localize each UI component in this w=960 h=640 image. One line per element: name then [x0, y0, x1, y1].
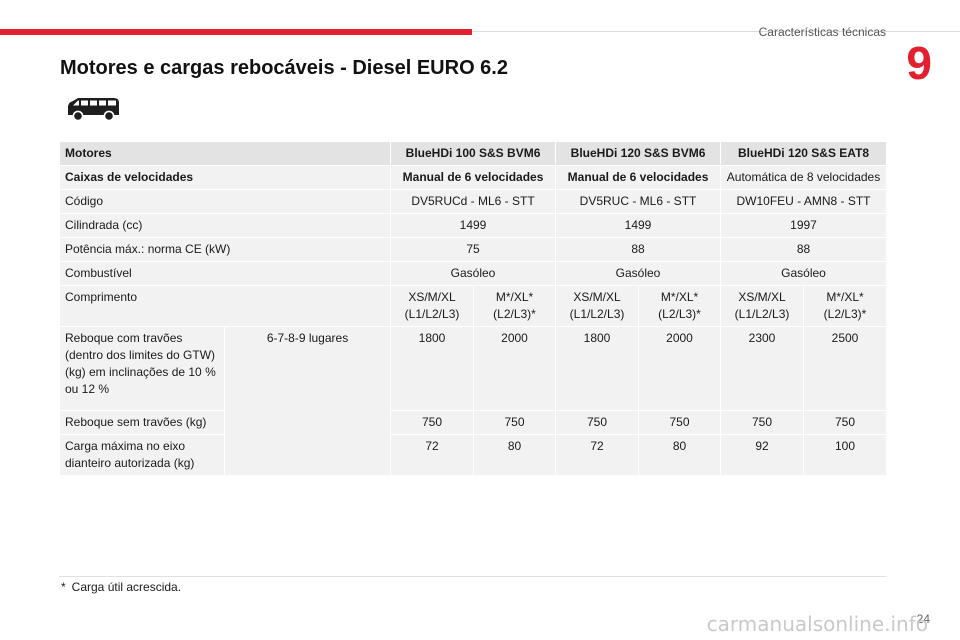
axle-load-value: 92 [720, 434, 805, 476]
chapter-number: 9 [906, 37, 932, 89]
code-value: DV5RUC - ML6 - STT [555, 189, 722, 214]
unbraked-value: 750 [720, 410, 805, 435]
table-row-fuel: Combustível Gasóleo Gasóleo Gasóleo [58, 261, 888, 286]
seats-label: 6-7-8-9 lugares [223, 326, 392, 476]
gearbox-value: Manual de 6 velocidades [555, 165, 722, 190]
length-value: M*/XL* (L2/L3)* [638, 285, 722, 327]
page-title: Motores e cargas rebocáveis - Diesel EUR… [60, 57, 508, 79]
row-label: Potência máx.: norma CE (kW) [58, 237, 392, 262]
unbraked-value: 750 [390, 410, 475, 435]
engine-header: BlueHDi 120 S&S EAT8 [720, 141, 888, 166]
table-row-code: Código DV5RUCd - ML6 - STT DV5RUC - ML6 … [58, 189, 888, 214]
axle-load-value: 100 [803, 434, 888, 476]
footnote: * Carga útil acrescida. [61, 580, 181, 594]
unbraked-value: 750 [473, 410, 557, 435]
fuel-value: Gasóleo [720, 261, 888, 286]
row-label: Cilindrada (cc) [58, 213, 392, 238]
length-value: M*/XL* (L2/L3)* [473, 285, 557, 327]
fuel-value: Gasóleo [555, 261, 722, 286]
braked-value: 2300 [720, 326, 805, 411]
engine-header: BlueHDi 100 S&S BVM6 [390, 141, 557, 166]
braked-value: 1800 [390, 326, 475, 411]
row-label: Motores [58, 141, 392, 166]
engine-header: BlueHDi 120 S&S BVM6 [555, 141, 722, 166]
braked-value: 2000 [638, 326, 722, 411]
footnote-text: Carga útil acrescida. [71, 580, 182, 594]
axle-load-value: 80 [473, 434, 557, 476]
watermark: carmanualsonline.info [706, 612, 928, 636]
table-row-front-axle-load: Carga máxima no eixo dianteiro autorizad… [59, 434, 888, 476]
table-row-braked-trailer: Reboque com travões (dentro dos limites … [59, 326, 888, 476]
row-label: Caixas de velocidades [58, 165, 392, 190]
row-label: Reboque com travões (dentro dos limites … [59, 326, 225, 411]
code-value: DW10FEU - AMN8 - STT [720, 189, 888, 214]
braked-value: 2000 [473, 326, 557, 411]
axle-load-value: 72 [390, 434, 475, 476]
length-value: M*/XL* (L2/L3)* [803, 285, 888, 327]
footnote-rule [59, 576, 886, 577]
length-value: XS/M/XL (L1/L2/L3) [720, 285, 805, 327]
displacement-value: 1499 [555, 213, 722, 238]
row-label: Código [58, 189, 392, 214]
table-row-power: Potência máx.: norma CE (kW) 75 88 88 [58, 237, 888, 262]
axle-load-value: 72 [555, 434, 640, 476]
table-row-displacement: Cilindrada (cc) 1499 1499 1997 [58, 213, 888, 238]
power-value: 88 [720, 237, 888, 262]
displacement-value: 1499 [390, 213, 557, 238]
table-row-length: Comprimento XS/M/XL (L1/L2/L3) M*/XL* (L… [58, 285, 888, 327]
displacement-value: 1997 [720, 213, 888, 238]
length-value: XS/M/XL (L1/L2/L3) [555, 285, 640, 327]
unbraked-value: 750 [555, 410, 640, 435]
row-label: Reboque sem travões (kg) [59, 410, 225, 435]
header-red-bar [0, 29, 472, 35]
code-value: DV5RUCd - ML6 - STT [390, 189, 557, 214]
gearbox-value: Automática de 8 velocidades [720, 165, 888, 190]
gearbox-value: Manual de 6 velocidades [390, 165, 557, 190]
footnote-marker: * [61, 580, 66, 594]
braked-value: 1800 [555, 326, 640, 411]
row-label: Comprimento [58, 285, 392, 327]
power-value: 88 [555, 237, 722, 262]
table-row-gearbox: Caixas de velocidades Manual de 6 veloci… [58, 165, 888, 190]
engine-spec-table: Motores BlueHDi 100 S&S BVM6 BlueHDi 120… [58, 141, 888, 476]
fuel-value: Gasóleo [390, 261, 557, 286]
row-label: Carga máxima no eixo dianteiro autorizad… [59, 434, 225, 476]
power-value: 75 [390, 237, 557, 262]
row-label: Combustível [58, 261, 392, 286]
table-row-unbraked-trailer: Reboque sem travões (kg) 750 750 750 750… [59, 410, 888, 435]
page-number: 24 [916, 612, 930, 626]
length-value: XS/M/XL (L1/L2/L3) [390, 285, 475, 327]
table-row-engines: Motores BlueHDi 100 S&S BVM6 BlueHDi 120… [58, 141, 888, 166]
header-rule [472, 31, 960, 32]
unbraked-value: 750 [638, 410, 722, 435]
axle-load-value: 80 [638, 434, 722, 476]
unbraked-value: 750 [803, 410, 888, 435]
van-icon [68, 98, 119, 122]
section-title: Características técnicas [758, 25, 886, 39]
braked-value: 2500 [803, 326, 888, 411]
